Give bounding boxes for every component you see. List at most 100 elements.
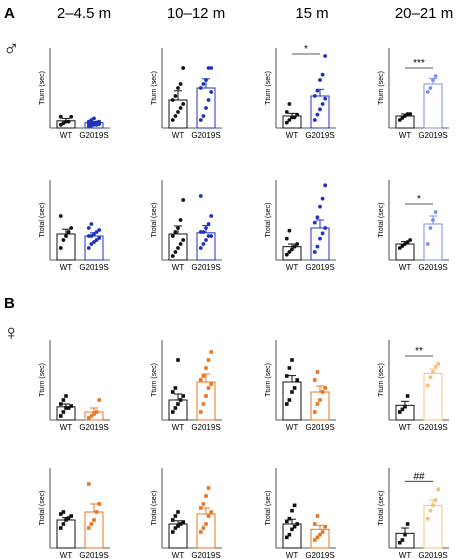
x-tick-label: WT — [60, 423, 73, 432]
data-point — [92, 240, 96, 244]
data-point — [89, 242, 94, 246]
data-point — [201, 242, 206, 246]
chart-B-total-3: Ttotal (sec) WT G2019S — [265, 468, 336, 559]
data-point — [206, 486, 211, 490]
data-point — [92, 412, 96, 416]
panel-label-A: A — [4, 5, 15, 22]
data-point — [287, 250, 292, 254]
data-point — [209, 382, 213, 386]
data-point — [436, 362, 440, 366]
data-point — [206, 98, 211, 102]
data-point — [206, 358, 211, 362]
data-point — [201, 374, 206, 378]
data-point — [59, 414, 63, 418]
y-axis-label: Tturn (sec) — [378, 71, 385, 105]
data-point — [400, 538, 405, 542]
data-point — [178, 242, 183, 246]
data-point — [58, 246, 63, 250]
data-point — [89, 234, 94, 238]
data-point — [315, 402, 320, 406]
data-point — [315, 215, 320, 220]
significance-label: * — [304, 44, 308, 55]
data-point — [178, 82, 183, 86]
data-point — [318, 532, 322, 537]
data-point — [201, 402, 206, 406]
data-point — [323, 96, 328, 101]
data-point — [433, 364, 438, 369]
data-point — [400, 407, 405, 412]
data-point — [295, 242, 300, 246]
data-point — [320, 390, 325, 394]
data-point — [403, 404, 407, 409]
data-point — [97, 502, 101, 506]
data-point — [59, 512, 63, 516]
chart-A-turn-2: Tturn (sec) WT G2019S — [151, 48, 222, 140]
data-point — [403, 114, 407, 118]
data-point — [209, 90, 214, 94]
x-tick-label: WT — [172, 423, 185, 432]
data-point — [287, 532, 292, 537]
data-point — [176, 86, 180, 90]
chart-B-total-2: Ttotal (sec) WT G2019S — [151, 468, 222, 559]
data-point — [199, 506, 203, 510]
y-axis-label: Ttotal (sec) — [378, 490, 385, 525]
x-tick-label: WT — [60, 551, 73, 559]
data-point — [199, 378, 203, 382]
data-point — [323, 54, 328, 58]
x-tick-label: G2019S — [418, 263, 447, 272]
x-tick-label: G2019S — [79, 131, 108, 140]
data-point — [292, 386, 297, 390]
data-point — [405, 394, 410, 398]
data-point — [204, 238, 208, 242]
data-point — [64, 394, 68, 398]
data-point — [178, 522, 183, 526]
x-tick-label: WT — [399, 263, 412, 272]
data-point — [176, 402, 180, 406]
data-point — [198, 230, 203, 234]
data-point — [284, 110, 289, 114]
data-point — [199, 530, 203, 534]
chart-B-turn-3: Tturn (sec) WT G2019S — [265, 340, 336, 432]
data-point — [181, 238, 186, 242]
data-point — [285, 374, 289, 378]
data-point — [315, 535, 320, 540]
data-point — [170, 234, 175, 238]
data-point — [398, 540, 402, 545]
data-point — [92, 518, 96, 522]
data-point — [400, 116, 405, 120]
bar-g2019s — [423, 223, 443, 261]
data-point — [315, 514, 320, 518]
chart-A-turn-1: Tturn (sec) WT G2019S — [39, 48, 110, 140]
data-point — [290, 358, 294, 362]
data-point — [290, 527, 294, 532]
data-point — [433, 74, 438, 78]
data-point — [397, 118, 402, 122]
x-tick-label: WT — [60, 263, 73, 272]
significance-label: ## — [413, 471, 425, 482]
data-point — [170, 254, 175, 258]
data-point — [425, 90, 430, 94]
data-point — [287, 102, 292, 106]
data-point — [173, 406, 178, 410]
data-point — [173, 514, 178, 518]
x-tick-label: WT — [286, 551, 299, 559]
data-point — [313, 522, 317, 526]
data-point — [204, 494, 208, 498]
bar-g2019s — [423, 372, 443, 421]
x-tick-label: WT — [286, 131, 299, 140]
column-header-3: 15 m — [295, 5, 328, 22]
data-point — [97, 119, 102, 124]
x-tick-label: G2019S — [305, 263, 334, 272]
y-axis-label: Tturn (sec) — [39, 363, 46, 397]
data-point — [320, 530, 325, 534]
data-point — [403, 242, 407, 246]
data-point — [408, 238, 413, 242]
data-point — [87, 482, 91, 486]
data-point — [199, 410, 203, 414]
data-point — [285, 535, 289, 540]
x-tick-label: G2019S — [305, 131, 334, 140]
data-point — [198, 86, 203, 90]
y-axis-label: Ttotal (sec) — [265, 490, 272, 525]
data-point — [204, 522, 208, 526]
